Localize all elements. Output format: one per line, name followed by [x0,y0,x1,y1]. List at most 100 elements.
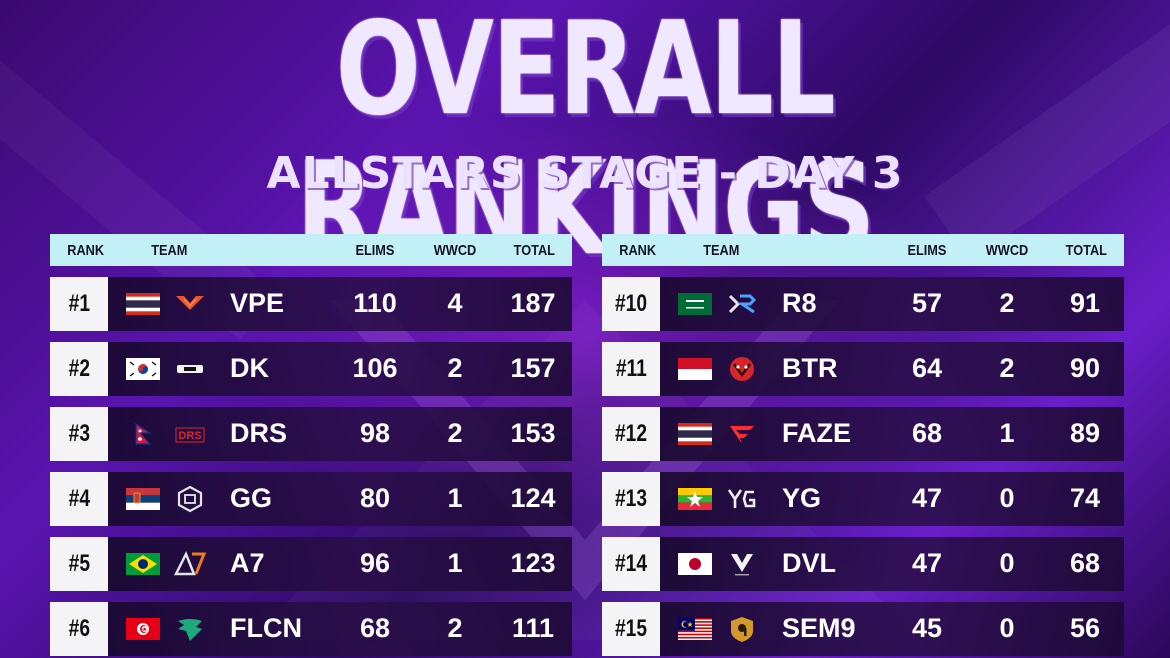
gg-logo [174,485,206,513]
team-name: A7 [230,548,265,578]
column-header-rank: RANK [619,242,657,259]
column-header-elims: ELIMS [907,242,947,259]
nepal-flag [126,423,160,445]
wwcd-value: 4 [447,288,463,318]
elims-value: 110 [353,288,397,318]
myanmar-flag [678,488,712,510]
elims-value: 68 [359,613,391,643]
rank-box: #2 [50,342,108,396]
sem9-logo [726,615,758,643]
japan-flag [678,553,712,575]
table-row: #14 DVL 47 0 68 [602,537,1124,591]
team-name: FAZE [782,418,852,448]
total-value: 90 [1069,353,1101,383]
table-row: #5 A7 96 1 123 [50,537,572,591]
total-value: 123 [510,548,556,578]
wwcd-value: 2 [999,288,1015,318]
wwcd-value: 0 [999,548,1015,578]
serbia-flag [126,488,160,510]
rank-number: #15 [614,615,648,642]
saudi-arabia-flag [678,293,712,315]
brazil-flag [126,553,160,575]
column-header-rank: RANK [67,242,105,259]
table-row: #1 VPE 110 4 187 [50,277,572,331]
rankings-table-right: RANK TEAM ELIMS WWCD TOTAL #10 R8 57 2 91 #11… [602,234,1124,656]
rank-number: #11 [615,355,647,382]
elims-value: 45 [911,613,943,643]
table-row: #11 BTR 64 2 90 [602,342,1124,396]
wwcd-value: 1 [447,548,463,578]
column-header-team: TEAM [703,242,740,259]
rank-number: #10 [614,290,648,317]
rank-number: #2 [68,355,90,382]
total-value: 124 [510,483,556,513]
wwcd-value: 2 [447,613,463,643]
total-value: 187 [510,288,556,318]
malaysia-flag [678,618,712,640]
rank-number: #13 [614,485,648,512]
table-header: RANK TEAM ELIMS WWCD TOTAL [602,234,1124,266]
rank-box: #12 [602,407,660,461]
rank-box: #10 [602,277,660,331]
rank-number: #4 [68,485,90,512]
rank-box: #11 [602,342,660,396]
total-value: 68 [1069,548,1101,578]
thailand-flag [126,293,160,315]
column-header-elims: ELIMS [355,242,395,259]
vpe-logo [174,290,206,318]
team-name: DK [230,353,269,383]
table-header: RANK TEAM ELIMS WWCD TOTAL [50,234,572,266]
table-row: #12 FAZE 68 1 89 [602,407,1124,461]
total-value: 89 [1069,418,1101,448]
wwcd-value: 0 [999,613,1015,643]
team-name: DRS [230,418,288,448]
south-korea-flag [126,358,160,380]
wwcd-value: 2 [447,418,463,448]
rank-number: #6 [68,615,90,642]
table-row: #4 GG 80 1 124 [50,472,572,526]
dk-logo [174,355,206,383]
rank-number: #1 [68,290,90,317]
table-row: #15 SEM9 45 0 56 [602,602,1124,656]
total-value: 157 [510,353,556,383]
elims-value: 106 [352,353,398,383]
indonesia-flag [678,358,712,380]
total-value: 111 [511,613,555,643]
rank-box: #4 [50,472,108,526]
elims-value: 57 [911,288,943,318]
rank-number: #12 [614,420,648,447]
total-value: 56 [1069,613,1101,643]
table-row: #2 DK 106 2 157 [50,342,572,396]
elims-value: 80 [359,483,391,513]
total-value: 153 [510,418,556,448]
thailand-flag [678,423,712,445]
page-title: OVERALL RANKINGS [296,0,875,284]
r8-logo [726,290,758,318]
yg-logo [726,485,758,513]
column-header-total: TOTAL [1065,242,1107,259]
column-header-wwcd: WWCD [985,242,1029,259]
team-name: DVL [782,548,836,578]
elims-value: 96 [359,548,391,578]
dvl-logo [726,550,758,578]
faze-logo [726,420,758,448]
wwcd-value: 2 [447,353,463,383]
elims-value: 47 [911,548,943,578]
team-name: SEM9 [782,613,856,643]
total-value: 74 [1069,483,1101,513]
rank-box: #14 [602,537,660,591]
elims-value: 47 [911,483,943,513]
a7-logo [173,550,207,578]
svg-text:DRS: DRS [178,430,201,442]
wwcd-value: 2 [999,353,1015,383]
wwcd-value: 1 [999,418,1015,448]
column-header-total: TOTAL [513,242,555,259]
elims-value: 98 [359,418,391,448]
drs-logo: DRS [174,420,206,448]
rank-box: #5 [50,537,108,591]
rank-box: #3 [50,407,108,461]
team-name: VPE [230,288,285,318]
elims-value: 64 [911,353,943,383]
elims-value: 68 [911,418,943,448]
rank-box: #13 [602,472,660,526]
